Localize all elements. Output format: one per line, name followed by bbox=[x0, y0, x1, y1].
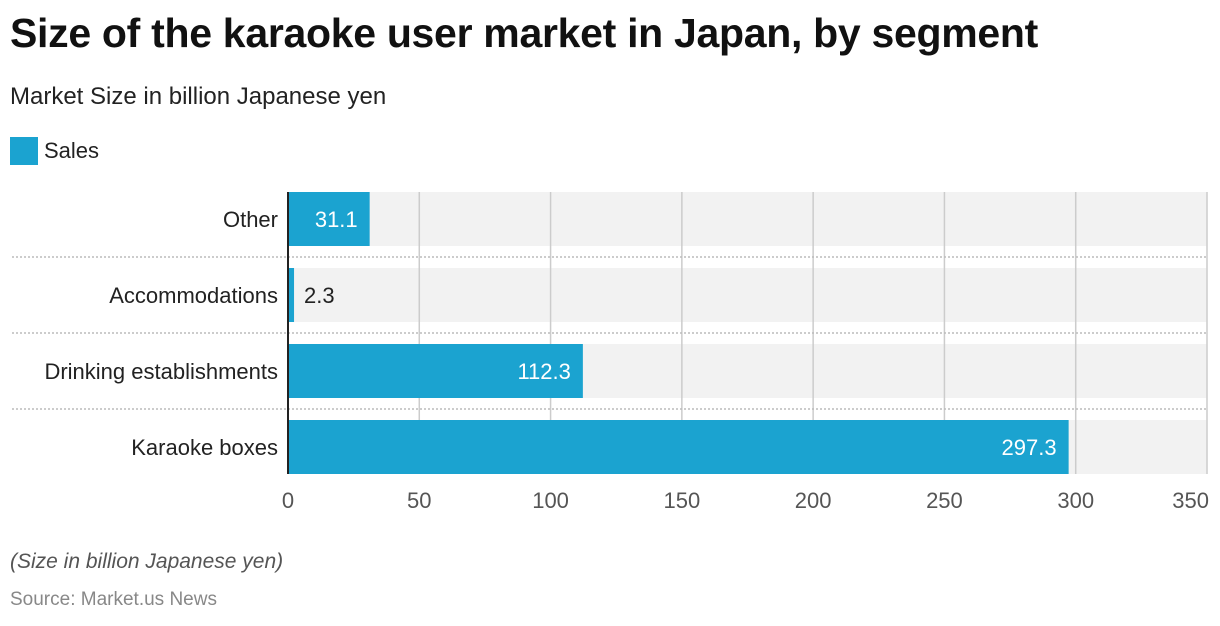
bar bbox=[288, 420, 1069, 474]
data-label: 31.1 bbox=[315, 207, 358, 232]
legend-swatch-sales bbox=[10, 137, 38, 165]
row-band bbox=[288, 268, 1207, 322]
row-band bbox=[288, 192, 1207, 246]
x-tick-label: 250 bbox=[926, 488, 963, 513]
x-tick-label: 350 bbox=[1172, 488, 1209, 513]
category-label: Accommodations bbox=[109, 283, 278, 308]
data-label: 2.3 bbox=[304, 283, 335, 308]
legend: Sales bbox=[10, 137, 99, 165]
x-tick-label: 200 bbox=[795, 488, 832, 513]
source-note: Source: Market.us News bbox=[10, 589, 217, 610]
footnote: (Size in billion Japanese yen) bbox=[10, 550, 284, 573]
x-tick-label: 300 bbox=[1057, 488, 1094, 513]
x-tick-label: 100 bbox=[532, 488, 569, 513]
bar bbox=[288, 192, 370, 246]
chart-title: Size of the karaoke user market in Japan… bbox=[10, 10, 1039, 56]
data-label: 112.3 bbox=[517, 359, 570, 384]
category-label: Other bbox=[223, 207, 278, 232]
x-tick-label: 0 bbox=[282, 488, 294, 513]
category-label: Karaoke boxes bbox=[131, 435, 278, 460]
x-tick-label: 150 bbox=[663, 488, 700, 513]
category-label: Drinking establishments bbox=[44, 359, 278, 384]
x-tick-label: 50 bbox=[407, 488, 431, 513]
legend-label-sales: Sales bbox=[44, 138, 100, 163]
data-label: 297.3 bbox=[1002, 435, 1057, 460]
bar bbox=[288, 344, 583, 398]
bar bbox=[288, 268, 295, 322]
chart-subtitle: Market Size in billion Japanese yen bbox=[10, 83, 387, 110]
